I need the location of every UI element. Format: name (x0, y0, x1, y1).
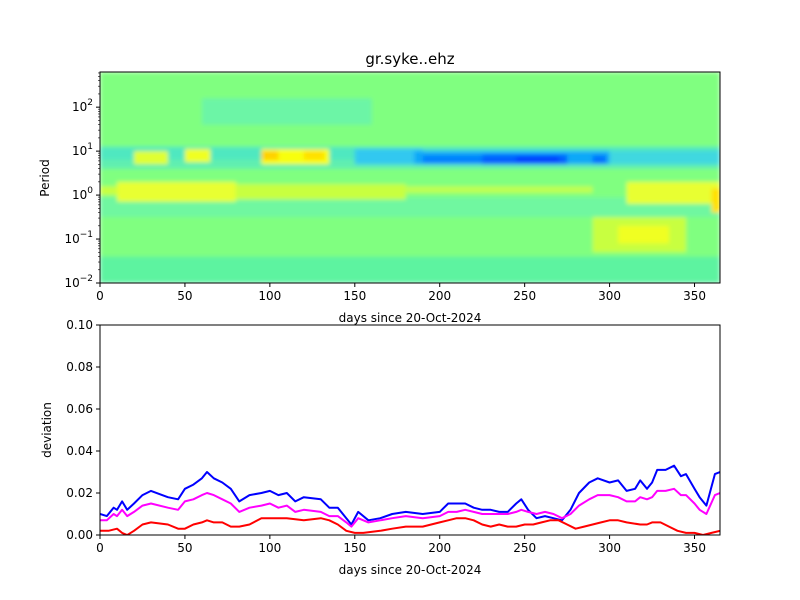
x-tick-label: 150 (343, 541, 366, 555)
heatmap-band (100, 256, 720, 283)
heatmap-band (184, 148, 211, 163)
x-tick-label: 250 (513, 541, 536, 555)
x-tick-label: 350 (683, 541, 706, 555)
y-tick-label: 0.04 (66, 444, 93, 458)
x-tick-label: 100 (258, 541, 281, 555)
x-tick-label: 100 (258, 289, 281, 303)
spectrogram-x-label: days since 20-Oct-2024 (339, 311, 482, 325)
x-tick-label: 50 (177, 541, 192, 555)
x-tick-label: 300 (598, 541, 621, 555)
spectrogram-title: gr.syke..ehz (365, 50, 454, 68)
heatmap-band (592, 155, 607, 164)
spectrogram-y-axis: 10−2 10−1 100 101 102 (64, 72, 100, 290)
y-tick-label: 101 (72, 142, 93, 158)
spectrogram-y-label: Period (38, 159, 52, 196)
deviation-y-label: deviation (40, 402, 54, 458)
series-line-magenta (100, 487, 720, 528)
x-tick-label: 0 (96, 541, 104, 555)
heatmap-band (100, 197, 720, 218)
x-tick-label: 200 (428, 289, 451, 303)
x-tick-label: 200 (428, 541, 451, 555)
spectrogram-x-axis: 0 50 100 150 200 250 300 350 (96, 283, 706, 303)
y-tick-label: 0.06 (66, 402, 93, 416)
heatmap-band (261, 151, 279, 160)
deviation-frame (99, 324, 721, 536)
x-tick-label: 300 (598, 289, 621, 303)
spectrogram-frame (99, 71, 721, 284)
x-tick-label: 350 (683, 289, 706, 303)
heatmap-band (711, 188, 720, 213)
y-tick-label: 102 (72, 98, 93, 114)
heatmap-band (133, 151, 168, 165)
x-tick-label: 150 (343, 289, 366, 303)
x-tick-label: 250 (513, 289, 536, 303)
heatmap-band (609, 151, 720, 165)
heatmap-band (422, 155, 483, 164)
heatmap-band (405, 186, 593, 193)
heatmap-band (116, 181, 236, 202)
heatmap-band (100, 186, 117, 196)
heatmap-band (235, 184, 406, 200)
y-tick-label: 0.10 (66, 318, 93, 332)
y-tick-label: 0.02 (66, 486, 93, 500)
deviation-x-axis: 0 50 100 150 200 250 300 350 (96, 535, 706, 555)
y-tick-label: 100 (72, 186, 93, 202)
heatmap-band (516, 156, 559, 163)
heatmap-band (626, 181, 720, 204)
deviation-panel: 0 50 100 150 200 250 300 350 0.000.020.040.060.… (40, 318, 721, 577)
deviation-y-axis: 0.00 0.02 0.04 0.06 0.08 0.10 (66, 318, 100, 542)
heatmap-cells (100, 72, 720, 283)
y-tick-label: 0.00 (66, 528, 93, 542)
heatmap-blur-group (100, 72, 720, 283)
heatmap-band (354, 148, 423, 165)
heatmap-band (201, 98, 372, 125)
heatmap-band (303, 151, 325, 160)
y-tick-label: 10−1 (64, 230, 93, 246)
y-tick-label: 0.08 (66, 360, 93, 374)
x-tick-label: 0 (96, 289, 104, 303)
y-tick-label: 10−2 (64, 274, 93, 290)
spectrogram-panel: gr.syke..ehz 0 50 100 150 200 250 300 350 10−21… (38, 50, 721, 325)
series-line-blue (100, 464, 720, 526)
heatmap-band (618, 225, 670, 244)
deviation-x-label: days since 20-Oct-2024 (339, 563, 482, 577)
series-line-red (100, 517, 720, 535)
x-tick-label: 50 (177, 289, 192, 303)
deviation-series (100, 464, 720, 535)
